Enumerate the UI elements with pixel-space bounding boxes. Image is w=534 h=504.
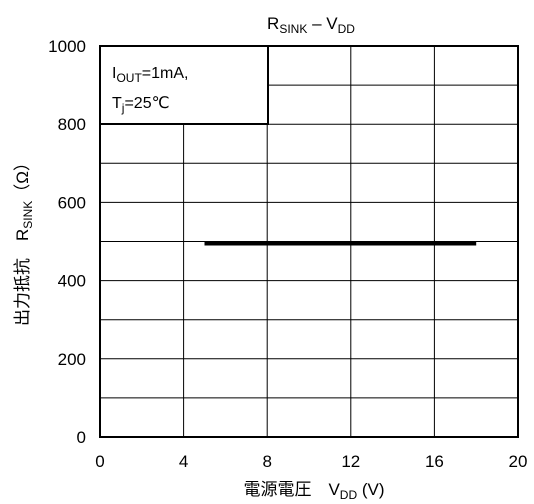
x-tick-label: 16 bbox=[425, 452, 444, 471]
condition-note-box bbox=[99, 45, 269, 125]
y-tick-label: 400 bbox=[58, 272, 86, 291]
y-tick-label: 200 bbox=[58, 350, 86, 369]
x-tick-label: 20 bbox=[509, 452, 528, 471]
y-tick-label: 0 bbox=[77, 428, 86, 447]
x-tick-label: 4 bbox=[179, 452, 188, 471]
y-tick-label: 600 bbox=[58, 193, 86, 212]
chart-title: RSINK – VDD bbox=[267, 14, 355, 36]
condition-note: IOUT=1mA, Tj=25℃ bbox=[99, 45, 269, 125]
condition-note-current: IOUT=1mA, bbox=[112, 65, 188, 85]
y-tick-label: 1000 bbox=[48, 37, 86, 56]
x-axis-label: 電源電圧 VDD (V) bbox=[243, 480, 384, 502]
condition-note-temperature: Tj=25℃ bbox=[112, 95, 170, 115]
y-tick-label: 800 bbox=[58, 115, 86, 134]
y-axis-label: 出力抵抗 RSINK（Ω） bbox=[13, 154, 35, 326]
x-tick-label: 0 bbox=[95, 452, 104, 471]
plot-frame bbox=[99, 45, 519, 438]
x-tick-label: 8 bbox=[262, 452, 271, 471]
x-tick-label: 12 bbox=[341, 452, 360, 471]
